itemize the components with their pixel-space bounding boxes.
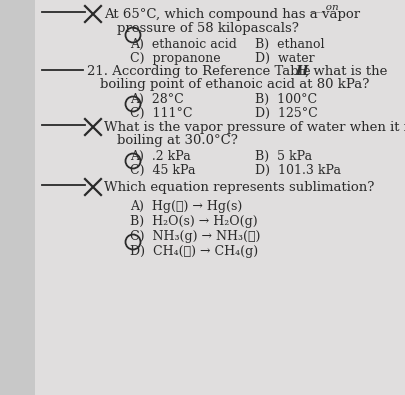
Text: C)  111°C: C) 111°C <box>130 107 192 120</box>
Text: B)  100°C: B) 100°C <box>255 93 317 106</box>
Text: At 65°C, which compound has a vapor: At 65°C, which compound has a vapor <box>104 8 360 21</box>
Text: C)  NH₃(g) → NH₃(ℓ): C) NH₃(g) → NH₃(ℓ) <box>130 230 260 243</box>
Text: , what is the: , what is the <box>305 65 387 78</box>
Text: A)  .2 kPa: A) .2 kPa <box>130 150 191 163</box>
Text: D)  125°C: D) 125°C <box>255 107 318 120</box>
Text: boiling point of ethanoic acid at 80 kPa?: boiling point of ethanoic acid at 80 kPa… <box>100 78 369 91</box>
Text: A)  ethanoic acid: A) ethanoic acid <box>130 38 237 51</box>
Text: C)  propanone: C) propanone <box>130 52 221 65</box>
Text: What is the vapor pressure of water when it is: What is the vapor pressure of water when… <box>104 121 405 134</box>
Text: 21. According to Reference Table: 21. According to Reference Table <box>87 65 315 78</box>
Text: boiling at 30.0°C?: boiling at 30.0°C? <box>117 134 238 147</box>
Text: D)  101.3 kPa: D) 101.3 kPa <box>255 164 341 177</box>
Text: A)  28°C: A) 28°C <box>130 93 184 106</box>
Text: D)  CH₄(ℓ) → CH₄(g): D) CH₄(ℓ) → CH₄(g) <box>130 245 258 258</box>
Text: H: H <box>295 65 307 78</box>
Text: Which equation represents sublimation?: Which equation represents sublimation? <box>104 181 374 194</box>
Text: pressure of 58 kilopascals?: pressure of 58 kilopascals? <box>117 22 299 35</box>
Text: ___on: ___on <box>310 3 339 12</box>
FancyBboxPatch shape <box>35 0 405 395</box>
Text: B)  ethanol: B) ethanol <box>255 38 324 51</box>
Text: B)  H₂O(s) → H₂O(g): B) H₂O(s) → H₂O(g) <box>130 215 258 228</box>
Text: B)  5 kPa: B) 5 kPa <box>255 150 312 163</box>
Text: C)  45 kPa: C) 45 kPa <box>130 164 196 177</box>
Text: A)  Hg(ℓ) → Hg(s): A) Hg(ℓ) → Hg(s) <box>130 200 242 213</box>
Text: D)  water: D) water <box>255 52 315 65</box>
